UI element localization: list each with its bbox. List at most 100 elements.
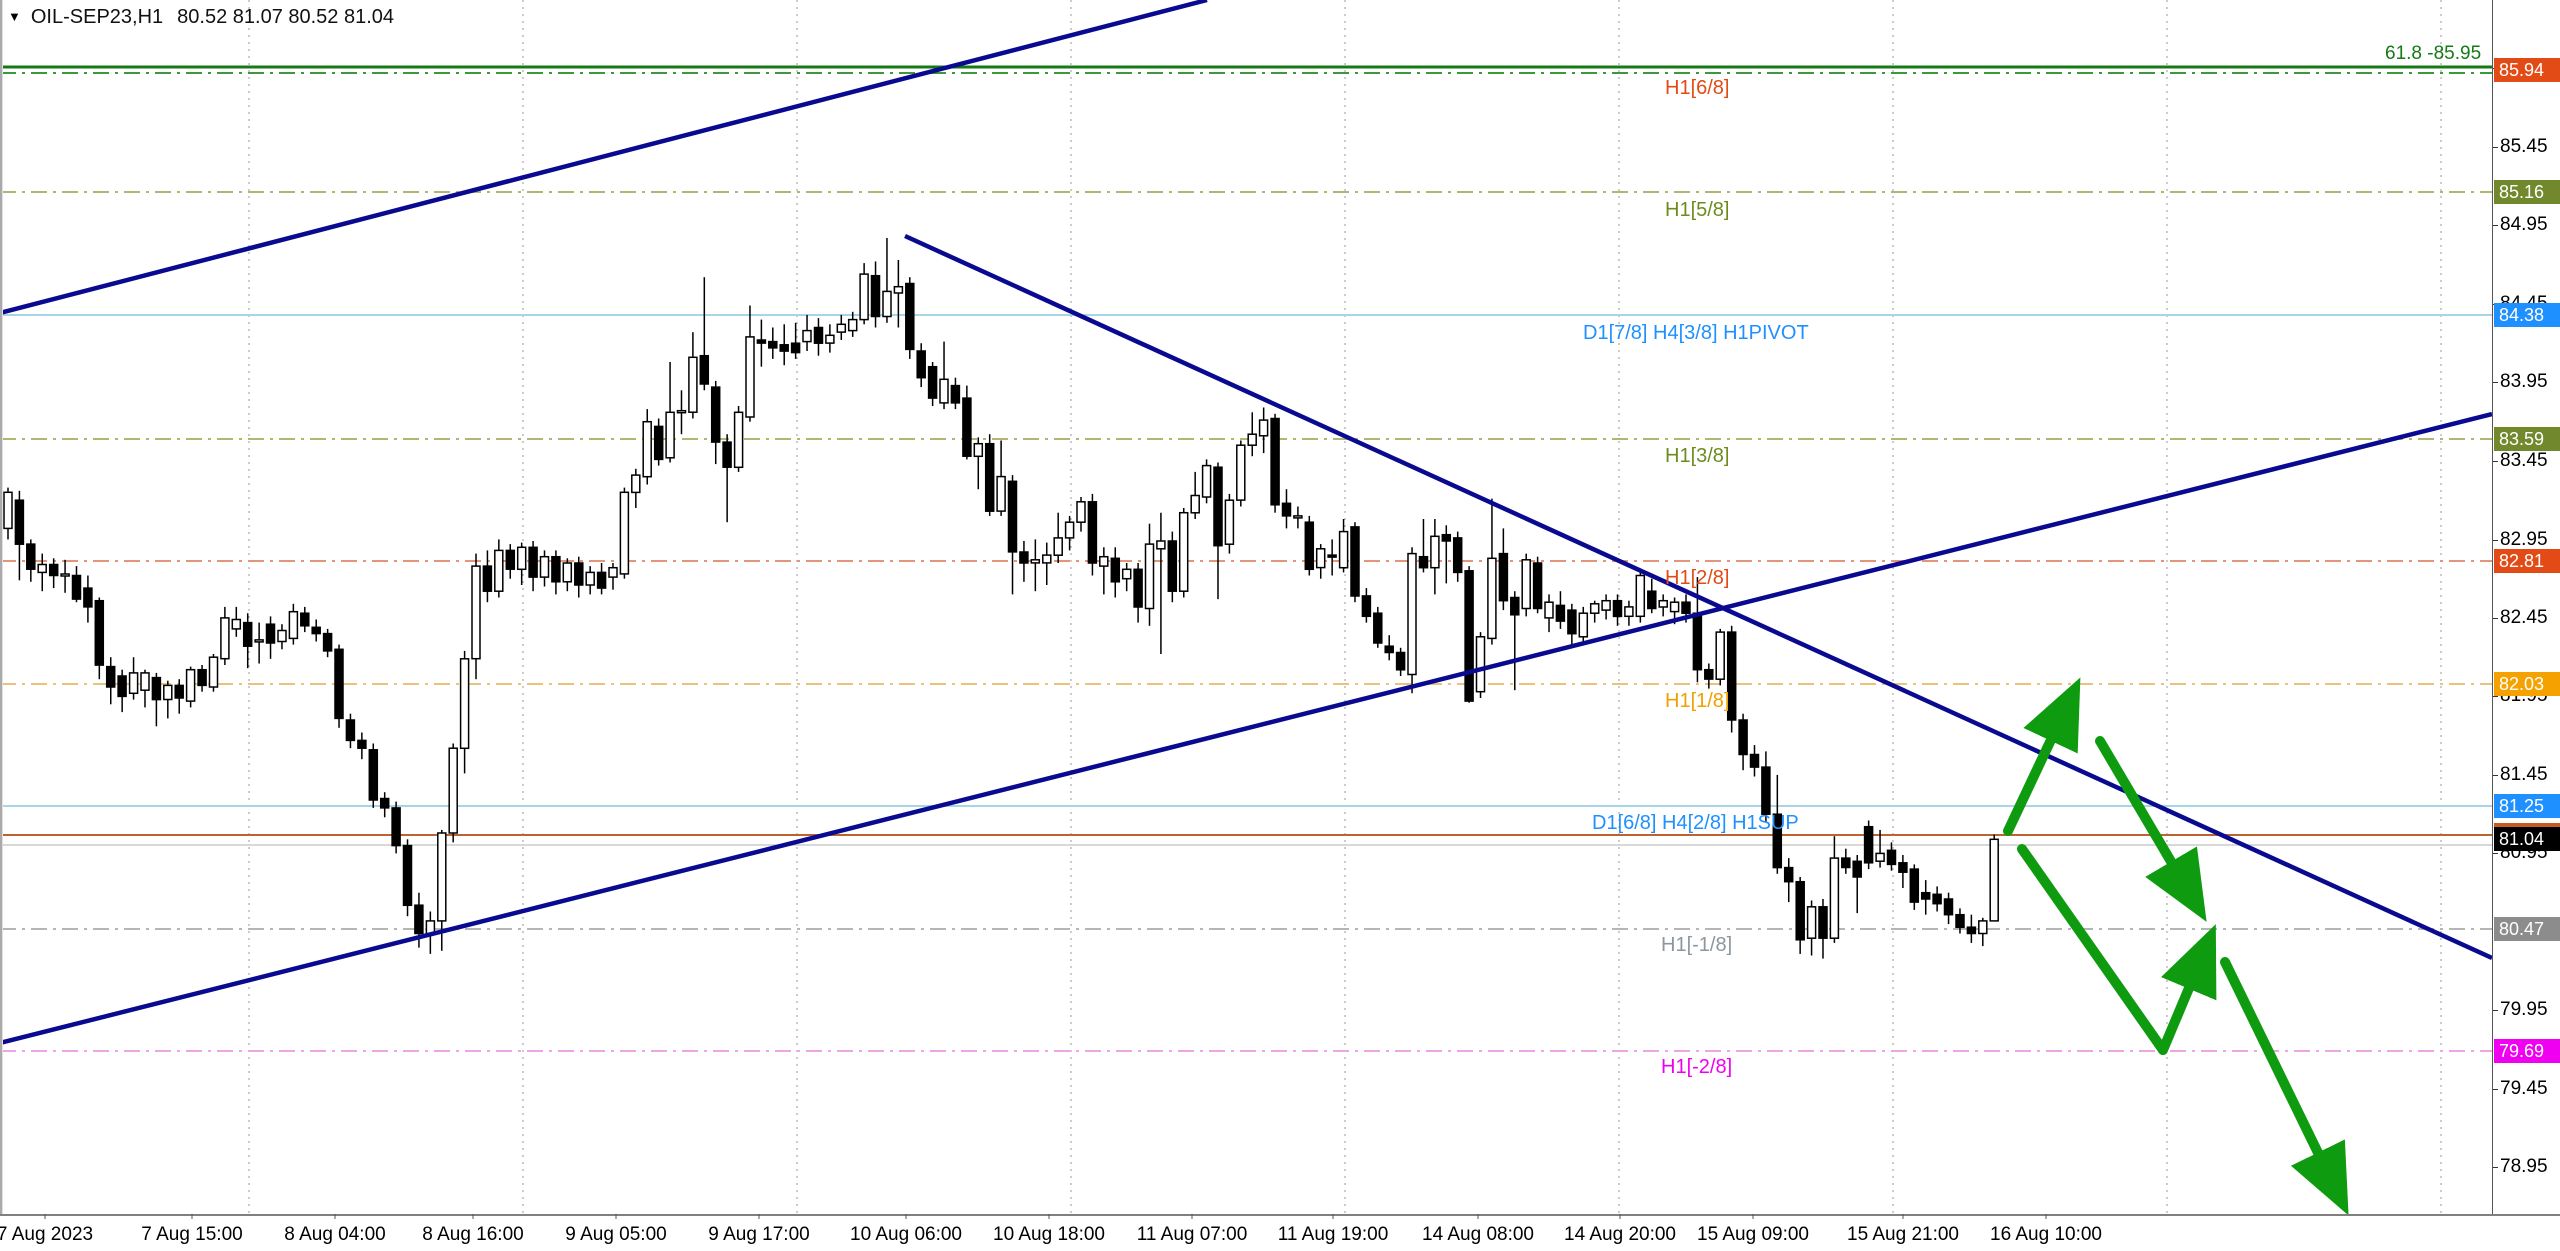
candle-body-bullish bbox=[1487, 557, 1497, 640]
candle-body-bearish bbox=[984, 442, 995, 512]
time-tick-label: 7 Aug 15:00 bbox=[141, 1224, 243, 1245]
candle-body-bullish bbox=[1875, 852, 1885, 862]
candle-body-bearish bbox=[1555, 604, 1566, 622]
candle-body-bullish bbox=[631, 474, 641, 494]
candle-body-bearish bbox=[71, 574, 82, 600]
level-price-badge: 80.47 bbox=[2494, 917, 2560, 941]
candle-body-bearish bbox=[574, 562, 584, 586]
candle-body-bullish bbox=[288, 610, 299, 640]
candle-body-bullish bbox=[802, 329, 812, 343]
time-tick-label: 9 Aug 17:00 bbox=[708, 1224, 810, 1245]
candle-body-bullish bbox=[1121, 568, 1132, 580]
trendline-ascending-channel-upper bbox=[0, 0, 1208, 316]
level-price-badge: 82.81 bbox=[2494, 549, 2560, 573]
arrow-forecast-down-2[interactable] bbox=[2220, 957, 2349, 1214]
candle-body-bullish bbox=[859, 273, 869, 321]
chart-canvas[interactable]: H1[6/8] H1[5/8] D1[7/8] H4[3/8] H1PIVOT H1[… bbox=[0, 0, 2492, 1214]
fibo-level-label: 61.8 -85.95 bbox=[2385, 43, 2482, 64]
candle-body-bearish bbox=[905, 282, 915, 351]
murrey-label: D1[6/8] H4[2/8] H1SUP bbox=[1592, 812, 1799, 834]
candle-body-bearish bbox=[927, 365, 938, 399]
time-tick-label: 7 Aug 2023 bbox=[0, 1224, 94, 1245]
symbol-timeframe-label: OIL-SEP23,H1 bbox=[30, 6, 164, 28]
time-tick-label: 14 Aug 08:00 bbox=[1422, 1224, 1534, 1245]
candle-body-bearish bbox=[1384, 645, 1394, 654]
current-price-badge: 81.04 bbox=[2494, 827, 2560, 851]
candle-body-bearish bbox=[1327, 554, 1337, 558]
candle-body-bearish bbox=[482, 565, 493, 592]
arrow-forecast-up-1[interactable] bbox=[2003, 677, 2081, 836]
candle-body-bullish bbox=[231, 618, 242, 630]
candle-body-bearish bbox=[1898, 862, 1908, 873]
candle-body-bullish bbox=[1624, 606, 1634, 618]
time-tick-label: 10 Aug 18:00 bbox=[993, 1224, 1105, 1245]
arrow-forecast-down-1[interactable] bbox=[2095, 736, 2207, 922]
time-tick-mark bbox=[758, 1214, 760, 1219]
candle-body-bearish bbox=[48, 563, 59, 577]
price-tick-mark bbox=[2493, 775, 2498, 776]
candle-body-bearish bbox=[1350, 526, 1360, 597]
price-tick-mark bbox=[2493, 1089, 2498, 1090]
candle-body-bullish bbox=[1178, 511, 1189, 592]
time-tick-label: 8 Aug 16:00 bbox=[422, 1224, 524, 1245]
price-tick-mark bbox=[2493, 147, 2498, 148]
candle-body-bearish bbox=[1167, 540, 1178, 592]
candle-body-bearish bbox=[1932, 893, 1942, 905]
candle-body-bullish bbox=[1156, 540, 1166, 550]
candle-body-bearish bbox=[1532, 562, 1543, 610]
candle-body-bearish bbox=[813, 326, 824, 344]
candle-body-bearish bbox=[14, 499, 25, 545]
candle-body-bearish bbox=[1726, 631, 1737, 721]
time-tick-mark bbox=[615, 1214, 617, 1219]
candle-body-bullish bbox=[1544, 601, 1554, 619]
candle-body-bearish bbox=[551, 555, 561, 583]
arrow-forecast-up-2[interactable] bbox=[2158, 924, 2217, 1055]
candle-body-bullish bbox=[37, 563, 47, 574]
candle-body-bearish bbox=[1281, 502, 1292, 517]
candle-body-bearish bbox=[402, 844, 413, 907]
time-axis[interactable]: 7 Aug 2023 7 Aug 15:00 8 Aug 04:00 8 Aug 16… bbox=[0, 1214, 2560, 1251]
candle-body-bullish bbox=[1190, 494, 1200, 514]
candle-body-bearish bbox=[950, 384, 961, 404]
arrow-forecast-down-shaft[interactable] bbox=[2017, 844, 2168, 1055]
murrey-label: H1[-1/8] bbox=[1661, 934, 1733, 956]
time-tick-label: 14 Aug 20:00 bbox=[1564, 1224, 1676, 1245]
candle-body-bearish bbox=[1510, 596, 1520, 616]
price-axis[interactable]: 85.9585.4584.9584.4583.9583.4582.9582.45… bbox=[2492, 0, 2560, 1214]
price-tick-label: 84.95 bbox=[2500, 214, 2548, 235]
candle-body-bullish bbox=[1201, 464, 1212, 498]
time-tick-label: 9 Aug 05:00 bbox=[565, 1224, 667, 1245]
candle-body-bearish bbox=[105, 665, 116, 688]
candle-body-bearish bbox=[357, 739, 367, 749]
price-tick-label: 82.45 bbox=[2500, 607, 2548, 628]
candle-body-bullish bbox=[996, 475, 1006, 512]
candle-body-bullish bbox=[1658, 599, 1668, 608]
candle-body-bearish bbox=[1133, 568, 1143, 608]
candle-body-bullish bbox=[254, 639, 264, 643]
candle-body-bearish bbox=[1920, 891, 1931, 900]
candle-body-bullish bbox=[140, 672, 150, 691]
candle-body-bearish bbox=[1738, 719, 1748, 756]
candle-body-bearish bbox=[1395, 651, 1406, 671]
candlestick-series bbox=[3, 238, 1999, 959]
candle-body-bullish bbox=[1042, 554, 1052, 564]
symbol-dropdown-icon[interactable]: ▼ bbox=[8, 9, 21, 24]
candle-body-bullish bbox=[562, 562, 573, 583]
candle-body-bullish bbox=[1635, 574, 1646, 618]
murrey-label: H1[1/8] bbox=[1665, 690, 1730, 712]
candle-body-bullish bbox=[471, 565, 481, 660]
candle-body-bullish bbox=[1829, 857, 1840, 939]
level-price-badge: 84.38 bbox=[2494, 303, 2560, 327]
candle-body-bullish bbox=[973, 442, 984, 458]
candle-body-bearish bbox=[916, 350, 926, 379]
candle-body-bullish bbox=[882, 290, 892, 318]
time-tick-mark bbox=[2045, 1214, 2047, 1219]
candle-body-bullish bbox=[220, 617, 230, 660]
candle-body-bullish bbox=[1521, 559, 1531, 610]
candle-body-bullish bbox=[277, 629, 287, 643]
candle-body-bearish bbox=[1761, 766, 1771, 815]
time-tick-label: 15 Aug 09:00 bbox=[1697, 1224, 1809, 1245]
chart-plot-svg bbox=[0, 0, 2492, 1214]
time-tick-label: 11 Aug 19:00 bbox=[1277, 1224, 1389, 1245]
candle-body-bullish bbox=[642, 420, 652, 478]
